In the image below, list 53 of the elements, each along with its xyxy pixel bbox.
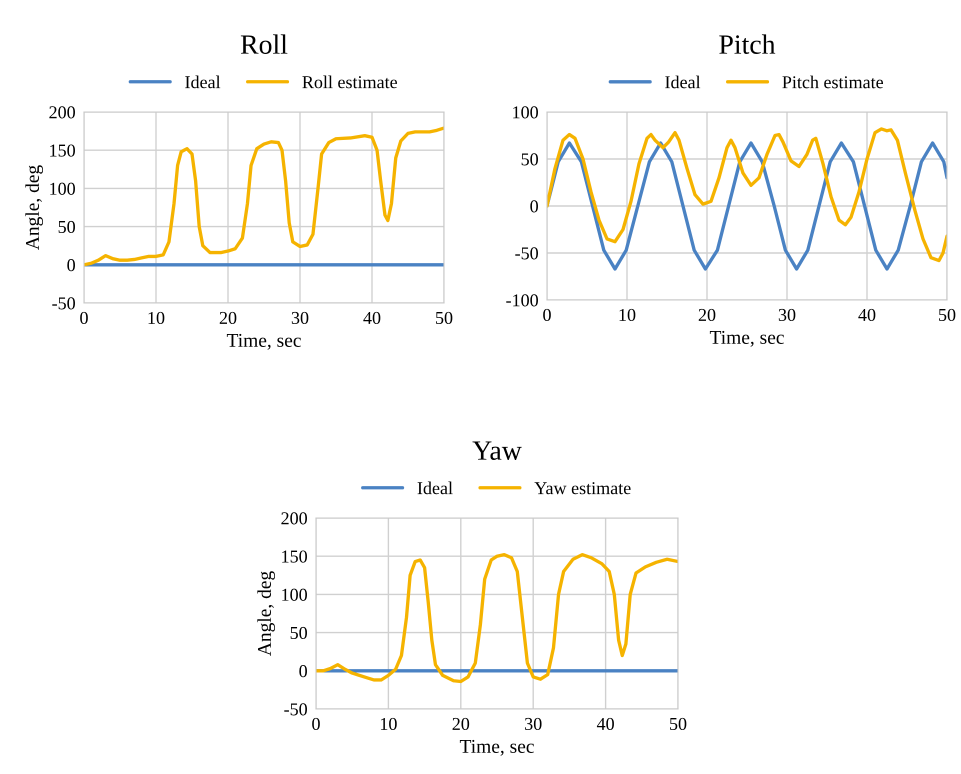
x-tick-label: 20 <box>698 308 716 322</box>
chart-title: Yaw <box>472 441 522 460</box>
y-axis-title: Angle, deg <box>25 165 44 250</box>
y-tick-label: -50 <box>52 297 75 310</box>
line-series <box>547 127 947 262</box>
x-tick-label: 50 <box>436 312 452 324</box>
y-tick-label: 50 <box>58 220 75 234</box>
x-tick-label: 10 <box>380 718 397 730</box>
x-axis-title: Time, sec <box>460 740 534 756</box>
y-tick-label: 0 <box>530 200 538 212</box>
y-tick-label: -100 <box>506 294 538 306</box>
y-tick-label: -50 <box>284 703 307 716</box>
line-series <box>316 553 678 684</box>
x-tick-label: 10 <box>620 308 636 322</box>
legend-label: Ideal <box>185 76 220 88</box>
x-tick-label: 20 <box>452 718 470 730</box>
y-tick-label: 100 <box>513 106 538 118</box>
x-axis-title: Time, sec <box>710 330 784 347</box>
line-series <box>84 126 444 266</box>
y-tick-label: 100 <box>282 588 307 601</box>
y-tick-label: 200 <box>281 512 307 524</box>
x-tick-label: 40 <box>596 718 614 730</box>
y-tick-label: 0 <box>67 259 75 272</box>
legend-label: Roll estimate <box>302 76 398 88</box>
y-tick-label: 200 <box>49 106 75 118</box>
y-tick-label: -50 <box>515 247 538 260</box>
y-tick-label: 150 <box>282 550 307 563</box>
legend-label: Yaw estimate <box>534 482 631 494</box>
x-tick-label: 0 <box>80 312 88 324</box>
legend-label: Ideal <box>665 76 700 88</box>
x-tick-label: 30 <box>778 308 796 322</box>
chart-title: Roll <box>240 34 288 54</box>
x-tick-label: 40 <box>363 312 380 324</box>
y-tick-label: 150 <box>50 144 75 157</box>
line-series <box>547 141 947 271</box>
x-tick-label: 0 <box>543 308 551 322</box>
x-tick-label: 50 <box>939 308 956 322</box>
y-axis-title: Angle, deg <box>257 571 276 656</box>
y-tick-label: 50 <box>290 626 307 640</box>
x-tick-label: 50 <box>670 718 686 730</box>
x-tick-label: 0 <box>312 718 320 730</box>
y-tick-label: 100 <box>50 182 75 195</box>
x-tick-label: 20 <box>220 312 236 324</box>
legend-label: Ideal <box>418 482 453 494</box>
chart-title: Pitch <box>719 34 776 54</box>
x-tick-label: 10 <box>148 312 164 324</box>
x-tick-label: 30 <box>525 718 542 730</box>
y-tick-label: 0 <box>299 665 307 678</box>
x-tick-label: 30 <box>292 312 308 324</box>
x-tick-label: 40 <box>858 308 876 322</box>
legend-label: Pitch estimate <box>782 76 884 88</box>
y-tick-label: 50 <box>522 153 538 166</box>
x-axis-title: Time, sec <box>226 334 301 350</box>
